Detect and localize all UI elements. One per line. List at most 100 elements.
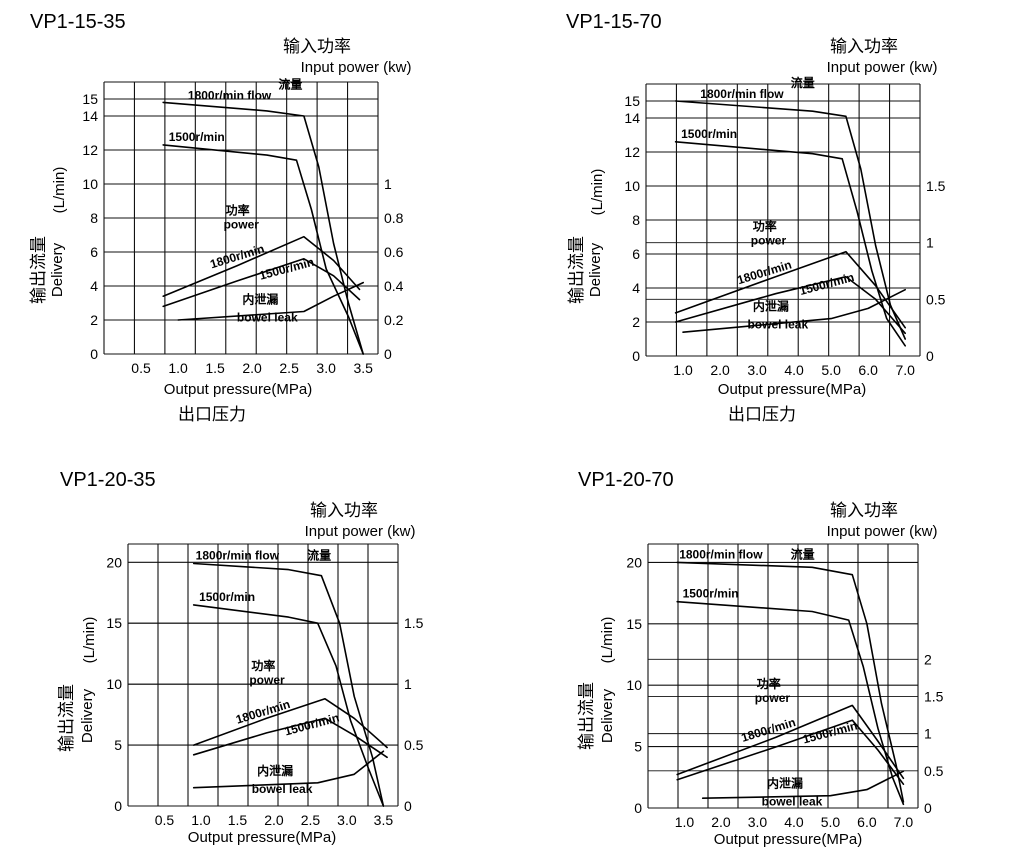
power-axis-label-en: Input power (kw) [827,523,938,540]
y-tick-label: 15 [82,91,98,107]
power-1800-line [162,235,361,297]
leak-line [701,770,905,799]
y-tick-label: 5 [634,739,642,755]
flow-1800-line [162,101,364,355]
flow-1800-label: 1800r/min flow [679,547,763,561]
y-tick-label: 0 [114,798,122,814]
grid [127,543,399,807]
flow-label-cn: 流量 [791,75,815,90]
y2-tick-label: 1 [924,726,932,742]
grid [645,83,921,357]
power-1800-label: 1800r/min [736,257,794,287]
leak-label-en: bowel leak [762,795,823,809]
x-axis-label-cn: 出口压力 [178,405,246,425]
y-tick-label: 2 [90,312,98,328]
y-tick-label: 20 [626,554,642,570]
x-tick-label: 0.5 [131,360,151,376]
x-tick-label: 1.0 [675,814,695,830]
y-tick-label: 6 [632,246,640,262]
y-tick-label: 14 [624,110,640,126]
x-axis-label-cn: 出口压力 [728,405,796,425]
y-tick-label: 20 [106,554,122,570]
y2-tick-label: 0.4 [384,278,404,294]
x-axis-label-en: Output pressure(MPa) [718,381,866,398]
y-axis-unit: (L/min) [81,617,98,664]
power-label-cn: 功率 [226,202,250,217]
y2-tick-label: 0 [926,348,934,364]
y-tick-label: 2 [632,314,640,330]
y-tick-label: 10 [106,676,122,692]
y-tick-label: 14 [82,108,98,124]
x-axis-label-en: Output pressure(MPa) [714,831,862,848]
leak-line [192,750,385,789]
y-tick-label: 15 [106,615,122,631]
y2-tick-label: 1.5 [924,688,944,704]
chart-title: VP1-15-70 [566,11,662,33]
y2-tick-label: 2 [924,651,932,667]
x-tick-label: 4.0 [784,814,804,830]
power-label-en: power [249,673,285,687]
x-tick-label: 7.0 [895,362,915,378]
y2-tick-label: 1 [404,676,412,692]
y2-tick-label: 1 [926,235,934,251]
y2-tick-label: 0.8 [384,210,404,226]
y-tick-label: 12 [82,142,98,158]
y-axis-label-en: Delivery [79,688,96,743]
y-tick-label: 4 [632,280,640,296]
y2-tick-label: 0.5 [924,763,944,779]
y-tick-label: 6 [90,244,98,260]
y2-tick-label: 0 [384,346,392,362]
y-tick-label: 8 [632,212,640,228]
x-tick-label: 1.5 [228,812,248,828]
chart-4: VP1-20-70 输入功率 Input power (kw) 0 5 10 15 20 0 0.… [577,469,944,848]
x-tick-label: 2.5 [301,812,321,828]
chart-3: VP1-20-35 输入功率 Input power (kw) 0 5 10 15 20 0 0.… [57,469,424,846]
power-axis-label-en: Input power (kw) [305,523,416,540]
x-tick-label: 1.0 [673,362,693,378]
y-axis-label-en: Delivery [49,242,66,297]
x-tick-label: 1.5 [205,360,225,376]
x-axis-label-en: Output pressure(MPa) [188,829,336,846]
power-axis-label-cn: 输入功率 [310,501,378,521]
x-tick-label: 7.0 [894,814,914,830]
x-tick-label: 1.0 [168,360,188,376]
flow-1500-line [676,600,905,806]
y-axis-unit: (L/min) [589,169,606,216]
power-1500-label: 1500r/min [283,710,341,738]
power-1500-line [162,258,361,308]
flow-1500-label: 1500r/min [199,590,255,604]
x-tick-label: 6.0 [857,814,877,830]
power-axis-label-cn: 输入功率 [830,37,898,57]
power-1800-line [192,698,388,749]
y2-tick-label: 0.5 [926,291,946,307]
flow-1500-line [674,141,906,347]
x-tick-label: 5.0 [821,362,841,378]
leak-label-cn: 内泄漏 [242,292,278,307]
x-tick-label: 2.0 [242,360,262,376]
y-axis-label-cn: 输出流量 [29,236,49,304]
x-tick-label: 3.0 [316,360,336,376]
y-tick-label: 0 [634,800,642,816]
power-1500-line [674,275,906,335]
leak-label-en: bowel leak [747,318,808,332]
y-tick-label: 5 [114,737,122,753]
power-1500-line [676,719,905,785]
flow-1800-line [192,562,385,807]
leak-label-cn: 内泄漏 [767,776,803,791]
y-axis-unit: (L/min) [599,617,616,664]
power-axis-label-en: Input power (kw) [301,59,412,76]
x-tick-label: 3.0 [748,814,768,830]
y2-tick-label: 0.6 [384,244,404,260]
flow-1500-label: 1500r/min [681,127,737,141]
grid [647,543,919,809]
chart-title: VP1-20-70 [578,469,674,491]
y2-tick-label: 0 [404,798,412,814]
y-tick-label: 12 [624,144,640,160]
x-tick-label: 2.0 [264,812,284,828]
y-tick-label: 15 [624,93,640,109]
grid [103,81,379,355]
flow-label-cn: 流量 [307,547,331,562]
